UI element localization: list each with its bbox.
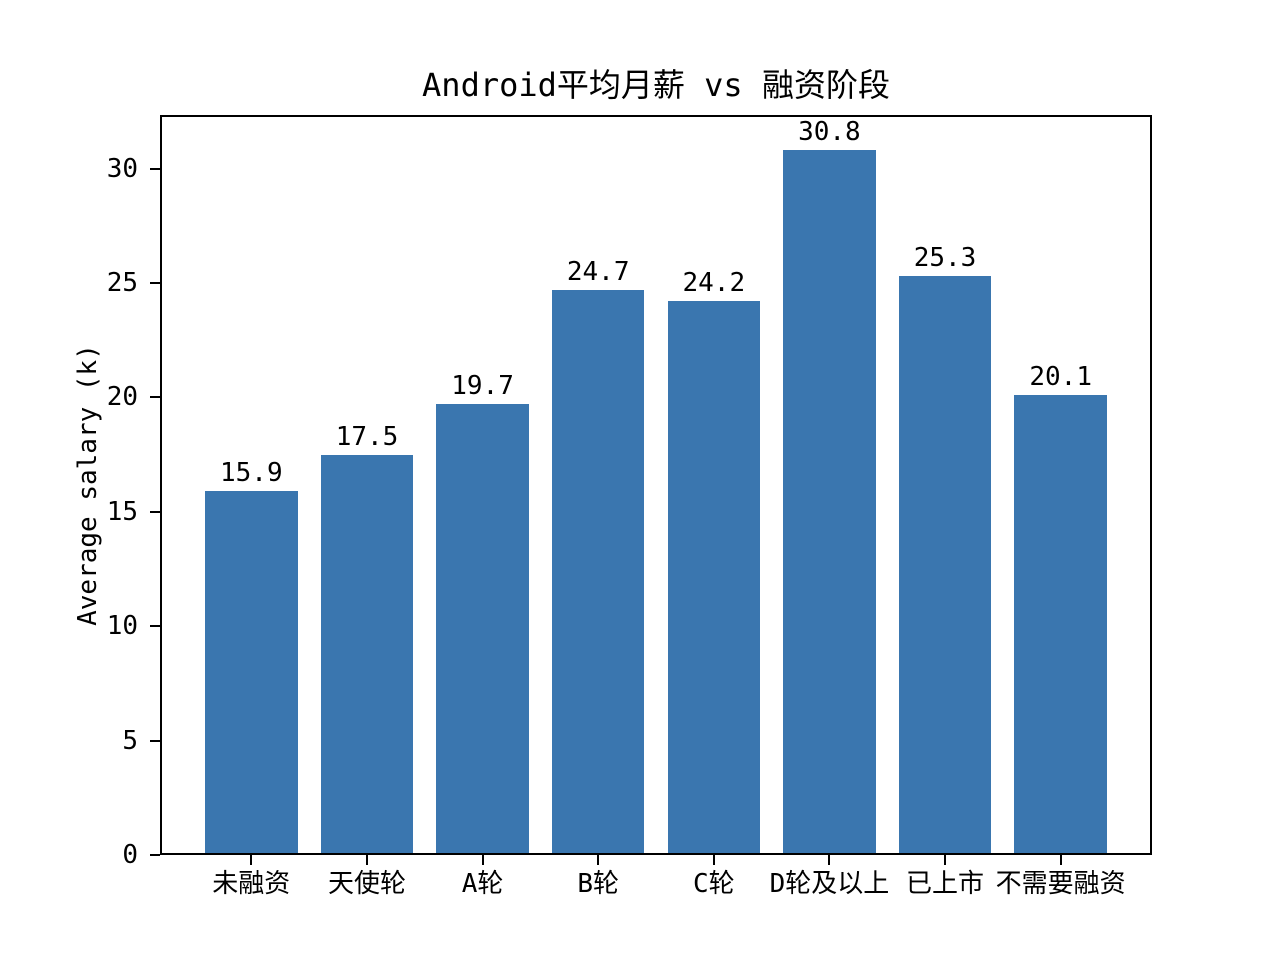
x-tick-label: B轮: [577, 869, 620, 899]
bar-value-label: 25.3: [913, 243, 977, 274]
x-tick: [712, 855, 715, 865]
x-tick: [1059, 855, 1062, 865]
x-tick: [944, 855, 946, 865]
y-tick: [150, 739, 160, 742]
bar-value-label: 15.9: [219, 458, 283, 489]
y-tick-label: 10: [106, 611, 138, 642]
y-tick: [150, 396, 160, 399]
bar: [783, 150, 876, 853]
bar: [667, 301, 761, 853]
x-tick: [250, 855, 253, 865]
bar-value-label: 20.1: [1029, 362, 1092, 393]
x-tick-label: 未融资: [212, 869, 291, 899]
x-tick-label: 已上市: [905, 869, 984, 899]
y-tick: [150, 854, 160, 856]
bar-value-label: 24.2: [682, 268, 746, 299]
x-tick-label: C轮: [692, 869, 735, 899]
y-tick: [150, 282, 160, 284]
bar: [205, 491, 298, 853]
y-tick: [150, 510, 160, 513]
bar: [1014, 395, 1107, 853]
y-axis-label: Average salary (k): [73, 344, 103, 626]
y-tick-label: 25: [106, 268, 138, 298]
bar: [320, 454, 414, 853]
bar-value-label: 19.7: [451, 371, 514, 402]
y-tick-label: 0: [122, 840, 138, 870]
x-tick: [828, 855, 831, 865]
bar: [898, 276, 992, 853]
y-tick: [150, 167, 160, 170]
y-tick-label: 20: [106, 382, 138, 413]
x-tick: [481, 855, 484, 865]
y-tick-label: 30: [106, 153, 138, 184]
x-tick: [597, 855, 600, 865]
bar-value-label: 24.7: [566, 256, 630, 287]
x-tick-label: D轮及以上: [769, 869, 890, 899]
bar-value-label: 17.5: [335, 421, 399, 452]
bar: [551, 289, 645, 853]
y-tick-label: 15: [106, 496, 138, 527]
chart-title: Android平均月薪 vs 融资阶段: [422, 66, 890, 104]
y-tick-label: 5: [122, 725, 138, 756]
bar-value-label: 30.8: [798, 117, 861, 148]
y-tick: [150, 625, 160, 628]
x-tick-label: A轮: [461, 869, 504, 899]
x-tick-label: 天使轮: [327, 869, 406, 899]
x-tick: [366, 855, 368, 865]
bar: [436, 404, 529, 853]
x-tick-label: 不需要融资: [995, 869, 1126, 899]
